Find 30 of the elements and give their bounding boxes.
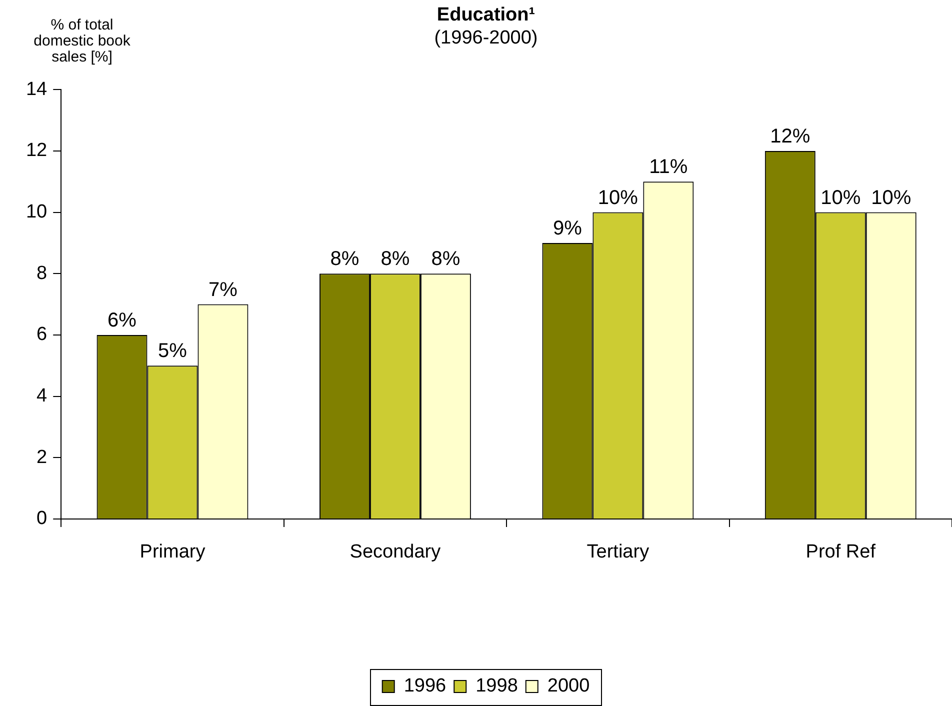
- x-tick-label: Secondary: [350, 542, 442, 563]
- data-label: 5%: [158, 340, 188, 362]
- data-label: 6%: [108, 309, 137, 332]
- x-tick-label: Prof Ref: [806, 542, 876, 563]
- y-tick-label: 6: [36, 324, 48, 346]
- chart-subtitle: (1996-2000): [434, 27, 538, 48]
- x-tick-label: Tertiary: [586, 542, 650, 563]
- y-tick-label: 8: [36, 262, 48, 284]
- data-label: 10%: [598, 186, 638, 209]
- legend-label: 2000: [547, 676, 590, 697]
- y-tick-label: 2: [36, 446, 48, 468]
- legend-label: 1998: [476, 676, 518, 697]
- data-label: 12%: [770, 125, 810, 148]
- y-tick-label: 14: [26, 78, 48, 100]
- y-tick-label: 10: [26, 202, 48, 223]
- y-tick-label: 12: [26, 140, 48, 162]
- y-tick-label: 0: [36, 508, 48, 530]
- data-label: 7%: [208, 278, 238, 301]
- data-label: 9%: [552, 217, 582, 240]
- data-label: 8%: [380, 248, 410, 270]
- legend-label: 1996: [404, 676, 446, 697]
- chart-title: Education¹: [436, 4, 536, 26]
- data-label: 10%: [820, 186, 861, 209]
- data-label: 8%: [330, 248, 360, 270]
- data-label: 8%: [431, 248, 460, 270]
- x-tick-label: Primary: [140, 542, 206, 563]
- data-label: 11%: [649, 156, 688, 178]
- data-label: 10%: [871, 186, 912, 209]
- y-axis-title: % of total domestic book sales [%]: [34, 16, 131, 66]
- y-tick-label: 4: [36, 386, 48, 407]
